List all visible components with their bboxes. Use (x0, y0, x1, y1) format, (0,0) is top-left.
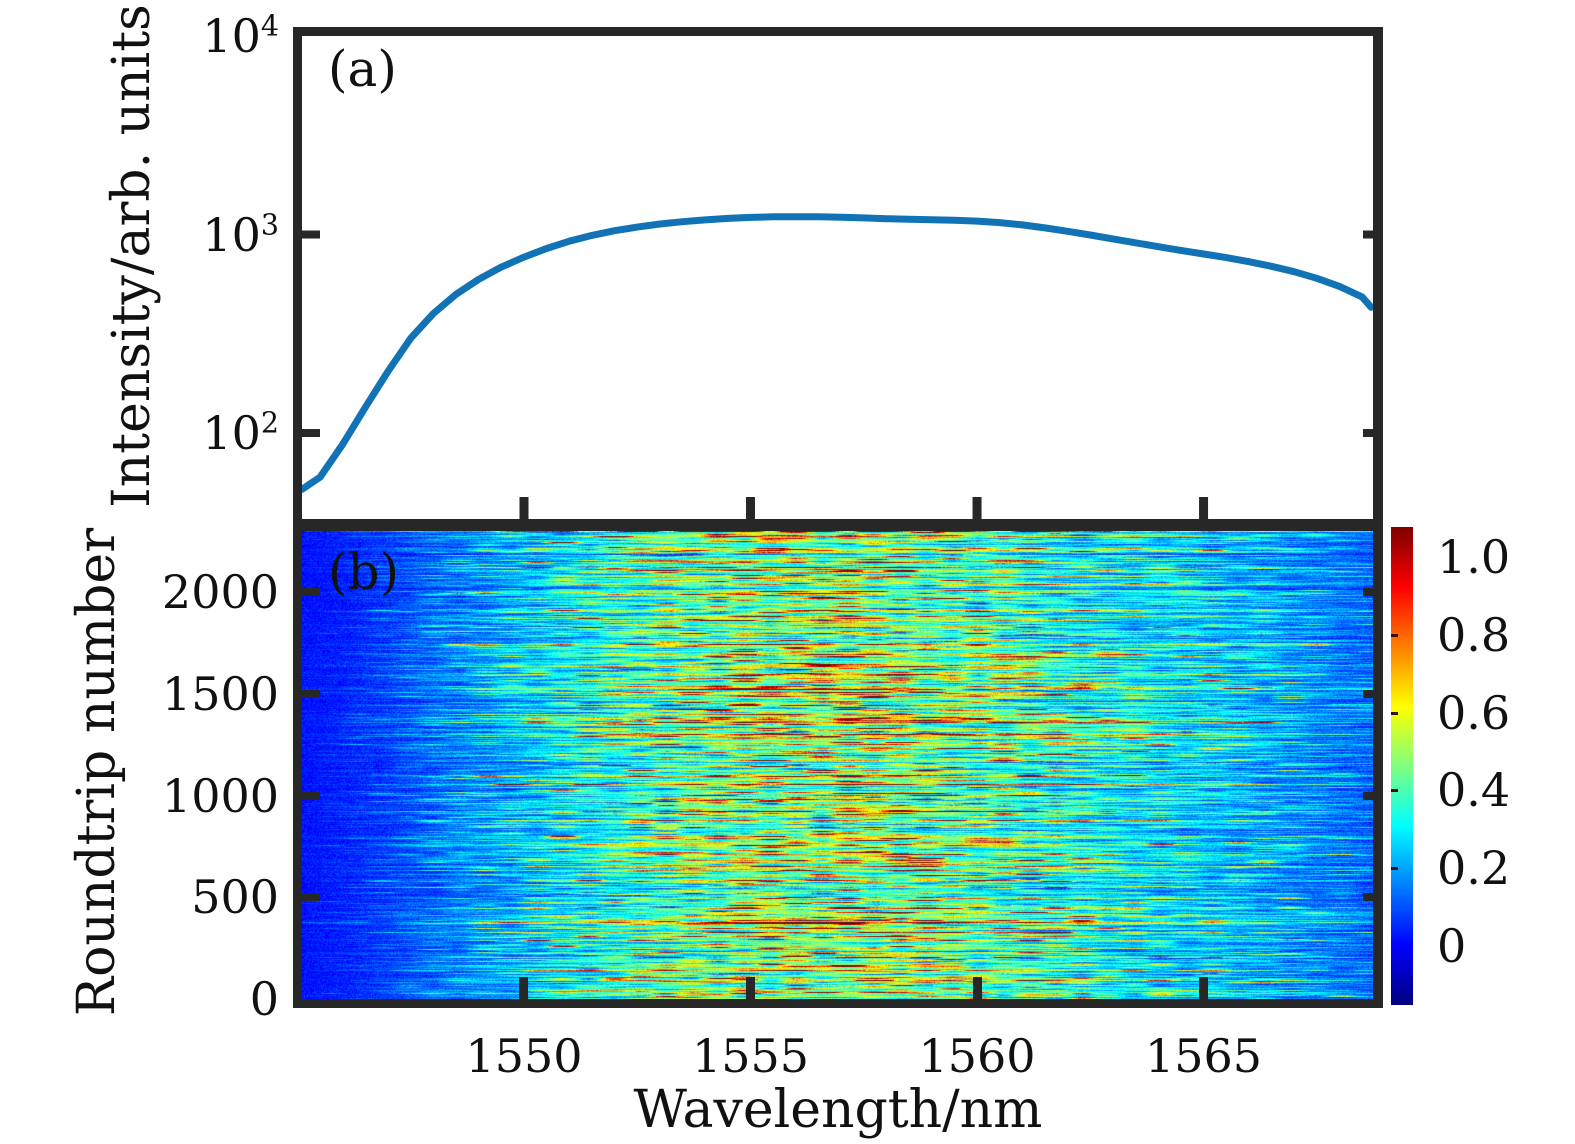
colorbar (1391, 527, 1413, 1005)
axis-tick-mark (1363, 791, 1373, 800)
colorbar-tick-mark (1391, 867, 1398, 871)
axis-tick-mark (1199, 497, 1209, 519)
colorbar-tick-label: 0.6 (1437, 685, 1511, 740)
panel-b-y-tick-label: 500 (191, 870, 279, 925)
axis-tick-mark (746, 497, 756, 519)
panel-b-y-tick-label: 2000 (161, 565, 279, 620)
x-tick-label: 1565 (1145, 1029, 1263, 1083)
axis-tick-mark (1199, 977, 1209, 999)
log-tick-base: 10 (202, 9, 261, 63)
log-tick-exponent: 4 (260, 9, 279, 43)
colorbar-tick-mark (1391, 633, 1398, 637)
panel-b-y-tick-label: 1000 (161, 768, 279, 823)
axis-tick-mark (519, 977, 529, 999)
axis-tick-mark (1363, 893, 1373, 902)
spectrum-line-chart (302, 213, 1373, 519)
colorbar-tick-label: 0.2 (1437, 841, 1511, 896)
axis-tick-mark (972, 497, 982, 519)
axis-tick-mark (1363, 230, 1373, 239)
panel-b: (b) (293, 531, 1383, 1008)
axis-tick-mark (302, 588, 320, 597)
spectral-evolution-heatmap (302, 531, 1373, 999)
log-tick-base: 10 (202, 406, 261, 461)
colorbar-tick-label: 0 (1437, 919, 1467, 973)
panel-a-y-tick-label: 104 (202, 9, 279, 59)
x-tick-label: 1560 (918, 1029, 1036, 1083)
panel-b-y-axis-label: Roundtrip number (67, 527, 127, 1017)
axis-tick-mark (972, 977, 982, 999)
axis-tick-mark (746, 977, 755, 999)
log-tick-exponent: 2 (260, 406, 279, 440)
axis-tick-mark (302, 689, 320, 698)
x-tick-label: 1550 (465, 1029, 583, 1083)
log-tick-exponent: 3 (260, 208, 279, 242)
axis-tick-mark (1363, 689, 1373, 698)
x-tick-label: 1555 (691, 1029, 810, 1083)
panel-a-y-tick-label: 102 (202, 406, 279, 456)
log-tick-base: 10 (202, 207, 261, 262)
axis-tick-mark (519, 497, 529, 519)
colorbar-tick-label: 0.4 (1437, 763, 1511, 818)
panel-a: (a) (293, 27, 1383, 531)
spectrum-curve (302, 213, 1373, 493)
panel-b-label: (b) (328, 543, 400, 601)
colorbar-tick-mark (1391, 789, 1398, 793)
panel-a-y-axis-label: Intensity/arb. units (102, 4, 162, 508)
panel-a-label: (a) (328, 40, 397, 98)
panel-a-y-tick-label: 103 (202, 210, 279, 257)
panel-b-y-tick-label: 0 (249, 972, 279, 1026)
axis-tick-mark (1363, 429, 1373, 438)
axis-tick-mark (302, 893, 320, 902)
axis-tick-mark (302, 791, 320, 800)
panel-b-y-tick-label: 1500 (161, 666, 279, 721)
axis-tick-mark (1363, 588, 1373, 597)
axis-tick-mark (302, 429, 320, 438)
colorbar-tick-label: 1.0 (1437, 530, 1511, 584)
colorbar-tick-label: 0.8 (1437, 607, 1511, 662)
colorbar-tick-mark (1391, 711, 1398, 715)
axis-tick-mark (302, 230, 320, 239)
x-axis-label: Wavelength/nm (633, 1080, 1043, 1140)
